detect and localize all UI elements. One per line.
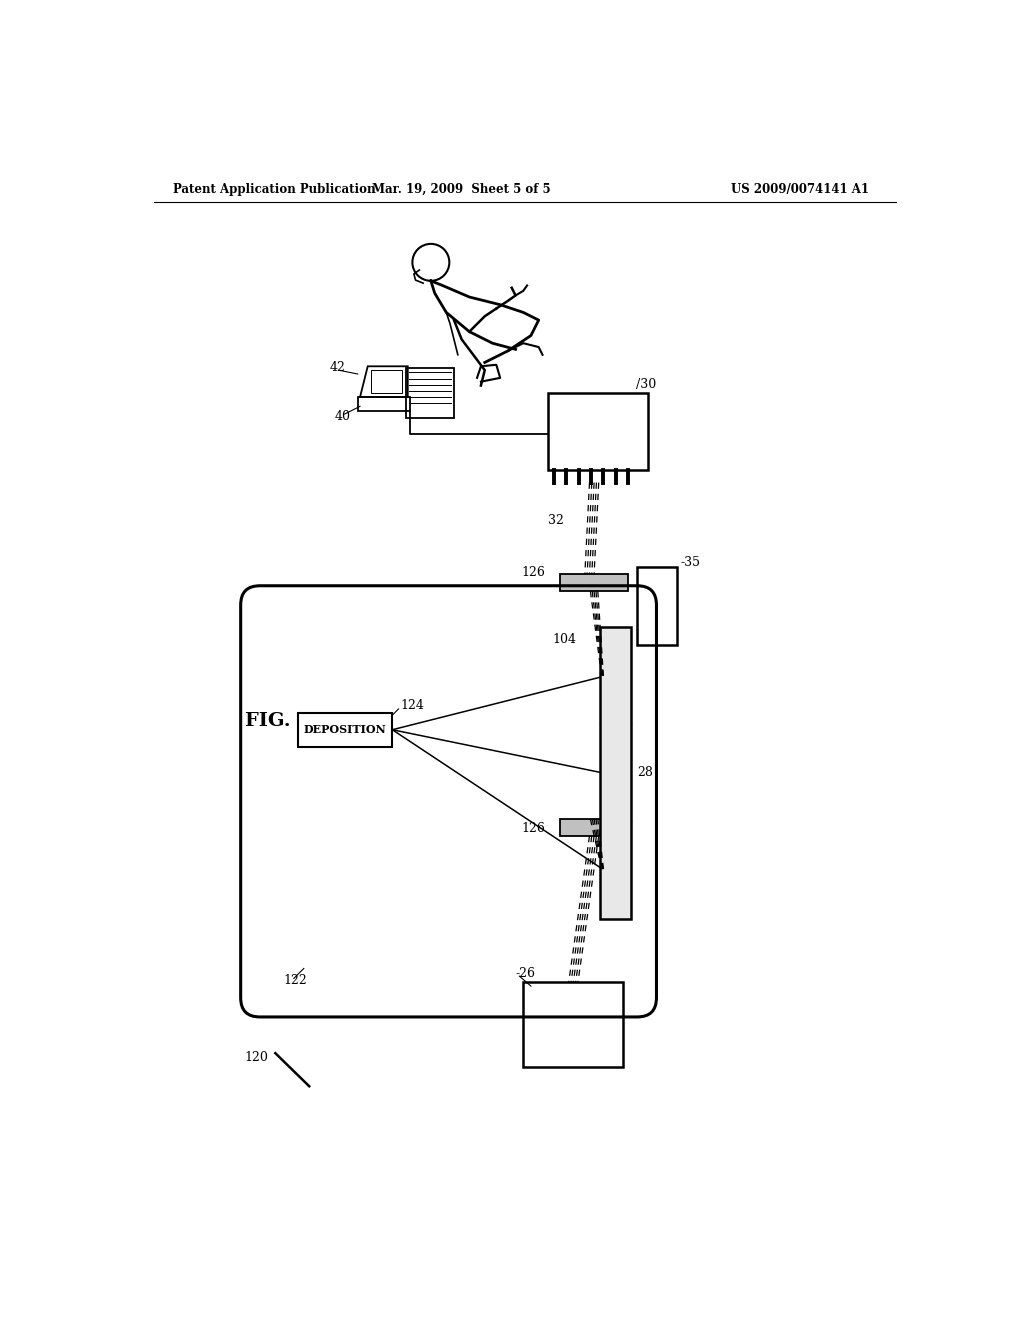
Bar (407, 368, 454, 418)
Bar (637, 566, 677, 645)
Text: 32: 32 (548, 513, 564, 527)
Text: 42: 42 (330, 362, 345, 375)
Bar (548, 393, 648, 470)
Bar (560, 818, 628, 836)
Text: US 2009/0074141 A1: US 2009/0074141 A1 (731, 183, 869, 197)
Text: 28: 28 (637, 767, 653, 779)
Bar (560, 574, 628, 591)
Text: /30: /30 (637, 378, 656, 391)
Text: 104: 104 (553, 634, 577, 647)
Text: FIG. 7: FIG. 7 (245, 711, 310, 730)
Text: 40: 40 (335, 409, 350, 422)
Text: Mar. 19, 2009  Sheet 5 of 5: Mar. 19, 2009 Sheet 5 of 5 (373, 183, 551, 197)
Bar (371, 370, 401, 393)
Text: DEPOSITION: DEPOSITION (304, 725, 387, 735)
Bar (357, 397, 410, 411)
Bar (600, 627, 631, 919)
Text: 124: 124 (400, 698, 424, 711)
Text: Patent Application Publication: Patent Application Publication (173, 183, 376, 197)
Bar (298, 713, 392, 747)
Text: 122: 122 (283, 974, 307, 987)
Text: 126: 126 (521, 566, 546, 579)
Text: -26: -26 (515, 966, 536, 979)
Text: 120: 120 (245, 1051, 268, 1064)
Text: 126: 126 (521, 822, 546, 834)
Bar (523, 982, 624, 1067)
Text: -35: -35 (680, 556, 700, 569)
